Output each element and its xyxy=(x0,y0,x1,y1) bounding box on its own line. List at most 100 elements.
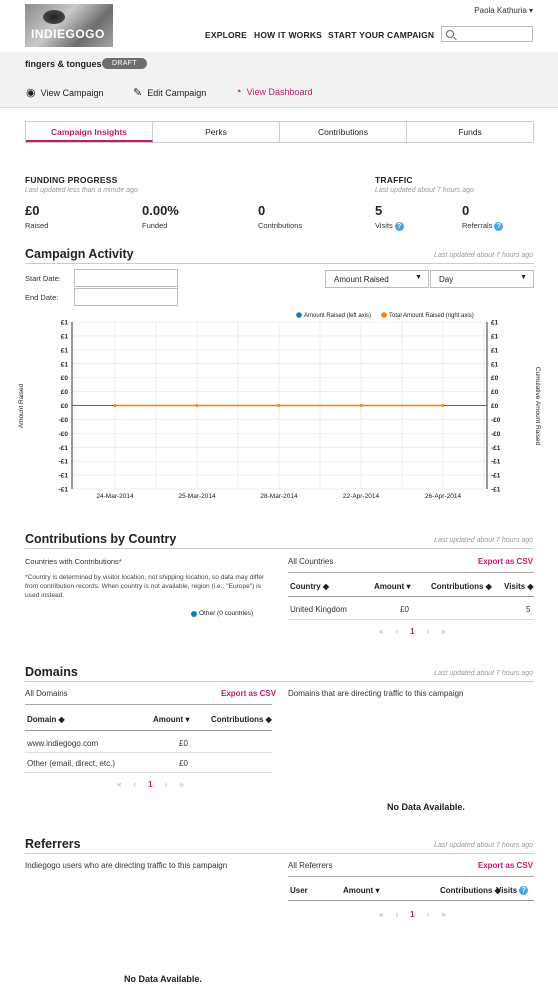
y-axis-label: Amount Raised xyxy=(18,383,25,428)
pager-first[interactable]: « xyxy=(379,627,384,636)
nav-start-campaign[interactable]: START YOUR CAMPAIGN xyxy=(328,30,435,40)
divider xyxy=(288,572,534,573)
pager-next[interactable]: › xyxy=(426,627,430,636)
col-visits-label: Visits xyxy=(496,886,518,895)
col-amount[interactable]: Amount ▾ xyxy=(374,582,411,591)
pager-next[interactable]: › xyxy=(164,780,168,789)
pager-last[interactable]: » xyxy=(179,780,184,789)
col-domain[interactable]: Domain ◆ xyxy=(27,715,65,724)
help-icon[interactable]: ? xyxy=(394,221,404,231)
y-tick-label-right: £0 xyxy=(491,389,499,396)
insights-tabs: Campaign Insights Perks Contributions Fu… xyxy=(25,121,534,143)
traffic-title: TRAFFIC xyxy=(375,175,413,185)
activity-title: Campaign Activity xyxy=(25,247,134,261)
end-date-label: End Date: xyxy=(25,293,59,302)
data-point xyxy=(277,404,281,407)
pager-page-1[interactable]: 1 xyxy=(410,910,415,919)
y-tick-label-left: £0 xyxy=(61,389,69,396)
nav-how-it-works[interactable]: HOW IT WORKS xyxy=(254,30,323,40)
col-contributions[interactable]: Contributions ◆ xyxy=(211,715,272,724)
pie-legend-label: Other (0 countries) xyxy=(199,610,254,617)
tab-funds[interactable]: Funds xyxy=(458,127,482,137)
edit-campaign-button[interactable]: ✎ Edit Campaign xyxy=(133,86,206,99)
visits-label: Visits xyxy=(375,221,393,230)
table-row-amount: £0 xyxy=(179,739,188,748)
metric-select[interactable]: Amount Raised ▼ xyxy=(325,270,429,288)
col-amount[interactable]: Amount ▾ xyxy=(153,715,190,724)
y-tick-label-left: £1 xyxy=(61,347,69,354)
period-select[interactable]: Day ▼ xyxy=(430,270,534,288)
activity-chart: £1 £1 £1 £1 £0 £0 £0 -£0 -£0 -£1 -£1 -£1 -£1 £1 £1 £1 £1… xyxy=(18,312,541,500)
domains-title: Domains xyxy=(25,665,78,679)
referrers-pager: « ‹ 1 › » xyxy=(379,910,446,919)
user-menu[interactable]: Paola Kathuria ▾ xyxy=(474,6,533,15)
start-date-input[interactable] xyxy=(74,269,178,287)
eye-icon: ◉ xyxy=(26,87,36,99)
export-csv-link[interactable]: Export as CSV xyxy=(477,861,533,870)
pager-prev[interactable]: ‹ xyxy=(395,910,399,919)
pager-next[interactable]: › xyxy=(426,910,430,919)
legend-label: Amount Raised (left axis) xyxy=(304,313,371,319)
table-row-domain[interactable]: www.indiegogo.com xyxy=(27,739,99,748)
pager-last[interactable]: » xyxy=(441,627,446,636)
tab-campaign-insights[interactable]: Campaign Insights xyxy=(26,122,153,142)
y-tick-label-right: -£0 xyxy=(491,417,501,424)
col-amount[interactable]: Amount ▾ xyxy=(343,886,380,895)
y-tick-label-left: -£1 xyxy=(59,445,69,452)
country-updated: Last updated about 7 hours ago xyxy=(434,537,533,544)
visits-value: 5 xyxy=(375,203,383,218)
referrals-stat: Referrals? xyxy=(462,221,504,231)
export-csv-link[interactable]: Export as CSV xyxy=(221,689,277,698)
search-input[interactable] xyxy=(441,26,533,42)
x-tick-label: 22-Apr-2014 xyxy=(343,493,380,500)
y-tick-label-left: £1 xyxy=(61,320,69,327)
help-icon[interactable]: ? xyxy=(494,221,504,231)
pager-last[interactable]: » xyxy=(441,910,446,919)
help-icon[interactable]: ? xyxy=(519,886,529,896)
y-axis-label-right: Cumulative Amount Raised xyxy=(534,367,541,446)
y-tick-label-right: £1 xyxy=(491,361,499,368)
pager-prev[interactable]: ‹ xyxy=(133,780,137,789)
country-title: Contributions by Country xyxy=(25,532,177,546)
logo-coin-icon xyxy=(43,10,65,24)
y-tick-label-left: -£1 xyxy=(59,459,69,466)
table-row-visits: 5 xyxy=(526,605,531,614)
funded-value: 0.00% xyxy=(142,203,179,218)
col-user[interactable]: User xyxy=(290,886,308,895)
divider xyxy=(25,853,534,854)
col-visits[interactable]: Visits ◆ xyxy=(504,582,534,591)
pager-page-1[interactable]: 1 xyxy=(410,627,415,636)
y-tick-label-right: -£1 xyxy=(491,445,501,452)
table-row-country: United Kingdom xyxy=(290,605,347,614)
divider xyxy=(25,548,534,549)
col-contributions[interactable]: Contributions ◆ xyxy=(431,582,492,591)
y-tick-label-right: £1 xyxy=(491,333,499,340)
nav-explore[interactable]: EXPLORE xyxy=(205,30,248,40)
export-csv-link[interactable]: Export as CSV xyxy=(477,557,533,566)
referrals-value: 0 xyxy=(462,203,470,218)
pager-first[interactable]: « xyxy=(117,780,122,789)
y-tick-label-left: £1 xyxy=(61,333,69,340)
raised-label: Raised xyxy=(25,221,49,230)
col-country[interactable]: Country ◆ xyxy=(290,582,330,591)
pager-prev[interactable]: ‹ xyxy=(395,627,399,636)
tab-contributions[interactable]: Contributions xyxy=(280,122,407,142)
referrers-title: Referrers xyxy=(25,837,81,851)
y-tick-label-left: -£1 xyxy=(59,473,69,480)
contributions-label: Contributions xyxy=(258,221,303,230)
indiegogo-logo[interactable]: INDIEGOGO xyxy=(25,4,113,47)
tab-perks[interactable]: Perks xyxy=(153,122,280,142)
pager-page-1[interactable]: 1 xyxy=(148,780,153,789)
country-note: *Country is determined by visitor locati… xyxy=(25,574,265,599)
view-dashboard-button[interactable]: ◔ View Dashboard xyxy=(235,86,313,98)
campaign-bar xyxy=(0,52,558,108)
end-date-input[interactable] xyxy=(74,288,178,306)
domains-updated: Last updated about 7 hours ago xyxy=(434,670,533,677)
pager-first[interactable]: « xyxy=(379,910,384,919)
traffic-updated: Last updated about 7 hours ago xyxy=(375,187,474,194)
col-visits[interactable]: Visits? xyxy=(496,886,529,896)
view-campaign-button[interactable]: ◉ View Campaign xyxy=(26,86,103,99)
col-contributions[interactable]: Contributions ◆ xyxy=(440,886,501,895)
legend-dot-icon xyxy=(191,610,197,617)
legend-label: Total Amount Raised (right axis) xyxy=(389,313,474,319)
